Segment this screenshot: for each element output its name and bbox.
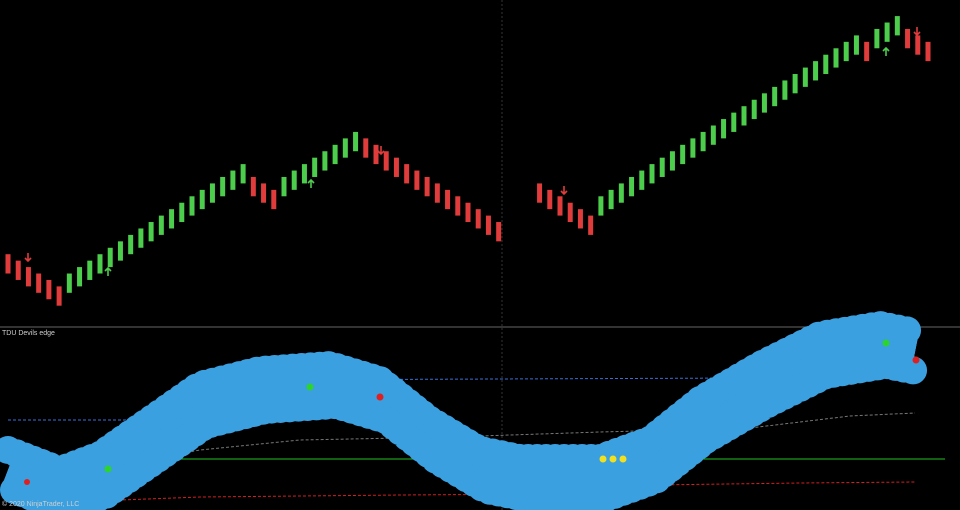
candle — [56, 286, 62, 306]
candle — [220, 176, 226, 197]
signal-arrows — [24, 27, 921, 276]
candle — [230, 170, 236, 190]
candle — [138, 228, 144, 248]
candle — [332, 144, 338, 165]
candle — [301, 164, 307, 184]
candle — [761, 93, 767, 113]
candle — [373, 144, 379, 165]
candle — [618, 183, 624, 203]
candle — [577, 209, 583, 229]
candle — [843, 41, 849, 62]
candle — [823, 54, 829, 75]
candle — [158, 215, 164, 235]
candle — [189, 196, 195, 216]
candle — [537, 183, 543, 203]
candle — [77, 267, 83, 287]
candle — [107, 247, 113, 268]
candle — [87, 260, 93, 280]
candle — [250, 176, 256, 197]
candle — [445, 189, 451, 210]
candle — [424, 176, 430, 197]
candle — [475, 209, 481, 229]
candle — [322, 151, 328, 171]
candle — [465, 202, 471, 223]
candle — [690, 138, 696, 158]
candle — [261, 183, 267, 203]
candle — [291, 170, 297, 190]
candle — [864, 41, 870, 62]
indicator-panel — [0, 325, 945, 510]
candle — [782, 80, 788, 100]
candle — [629, 176, 635, 197]
candle — [117, 241, 123, 261]
candle — [547, 189, 553, 210]
candle — [669, 151, 675, 171]
copyright: © 2020 NinjaTrader, LLC — [2, 500, 79, 508]
candle — [905, 28, 911, 49]
candle — [751, 99, 757, 120]
candle — [455, 196, 461, 216]
candle — [659, 157, 665, 177]
candle — [240, 164, 246, 184]
candle — [680, 144, 686, 165]
candle — [281, 176, 287, 197]
candle — [649, 164, 655, 184]
candle — [485, 215, 491, 235]
candle — [5, 254, 11, 274]
candle — [884, 22, 890, 42]
price-panel — [5, 16, 931, 306]
candle — [813, 61, 819, 81]
candle — [169, 209, 175, 229]
candle — [874, 28, 880, 49]
candle — [271, 189, 277, 210]
candle — [925, 41, 931, 62]
candle — [25, 267, 31, 287]
candle — [46, 279, 52, 300]
candle — [731, 112, 737, 132]
candle — [915, 35, 921, 55]
candle — [802, 67, 808, 87]
candle — [496, 222, 502, 242]
candle — [772, 86, 778, 107]
candle — [199, 189, 205, 210]
candle — [608, 189, 614, 210]
candle — [393, 157, 399, 177]
candle — [97, 254, 103, 274]
candle — [209, 183, 215, 203]
candle — [434, 183, 440, 203]
candle — [567, 202, 573, 223]
candle — [15, 260, 21, 280]
candle — [414, 170, 420, 190]
candle — [128, 234, 134, 255]
candle — [710, 125, 716, 145]
candle — [363, 138, 369, 158]
candle — [588, 215, 594, 235]
candle — [383, 151, 389, 171]
candle — [721, 119, 727, 139]
candle — [833, 48, 839, 68]
candle — [148, 222, 154, 242]
candle — [700, 131, 706, 152]
candle — [312, 157, 318, 177]
candle — [792, 74, 798, 94]
candle — [853, 35, 859, 55]
candle — [557, 196, 563, 216]
candle — [894, 16, 900, 36]
candle — [66, 273, 72, 293]
candle — [36, 273, 42, 293]
indicator-label: TDU Devils edge — [2, 330, 55, 337]
candle — [741, 106, 747, 126]
candle — [639, 170, 645, 190]
candle — [179, 202, 185, 223]
candle — [353, 131, 359, 152]
candle — [598, 196, 604, 216]
candle — [342, 138, 348, 158]
candle — [404, 164, 410, 184]
